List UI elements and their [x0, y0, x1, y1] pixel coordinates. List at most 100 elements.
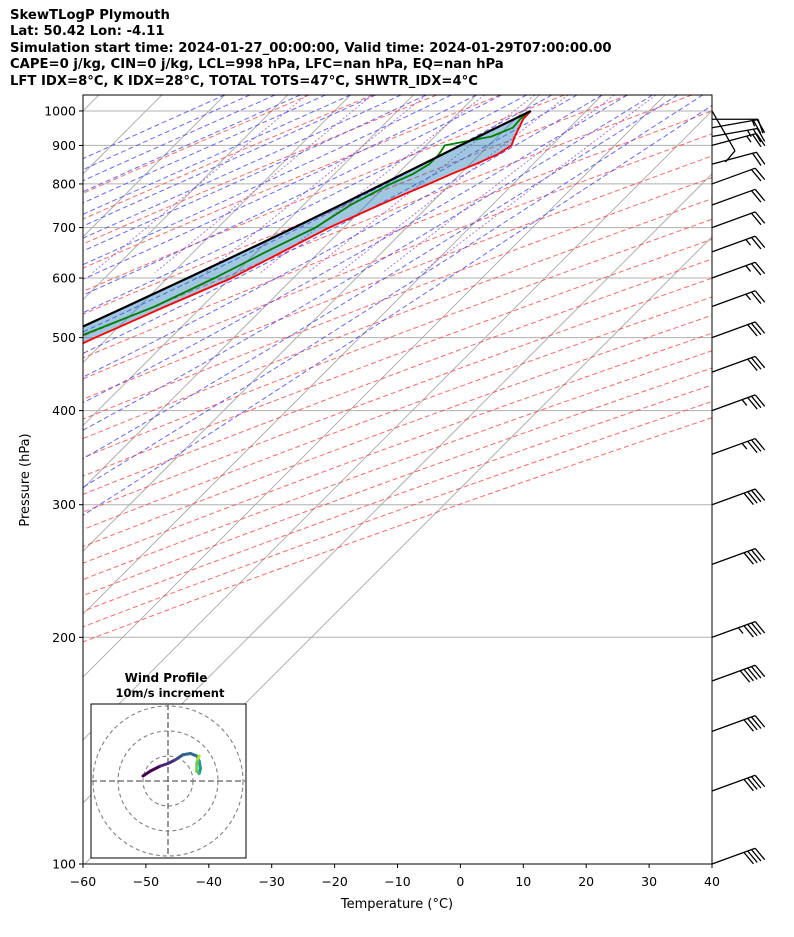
wind-barb	[711, 394, 766, 412]
isotherm	[83, 95, 666, 678]
dry-adiabat	[83, 133, 712, 380]
wind-barb	[711, 167, 766, 185]
isotherm	[83, 95, 226, 238]
isotherm	[83, 95, 289, 301]
hodograph-segment	[196, 754, 201, 760]
location-line: Lat: 50.42 Lon: -4.11	[10, 24, 165, 40]
moist-adiabat	[83, 95, 502, 296]
moist-adiabat	[83, 95, 251, 171]
wind-barb	[711, 261, 766, 279]
dry-adiabat	[83, 400, 712, 628]
inset-subtitle: 10m/s increment	[116, 686, 225, 700]
dry-adiabat	[83, 218, 712, 459]
x-tick-label: 10	[515, 874, 531, 889]
hodograph-segment	[149, 764, 162, 773]
wind-barb	[711, 188, 766, 206]
wind-barb	[711, 620, 766, 638]
y-tick-label: 400	[52, 403, 76, 418]
moist-adiabat	[83, 95, 376, 227]
header: SkewTLogP Plymouth Lat: 50.42 Lon: -4.11…	[10, 8, 612, 90]
y-tick-label: 800	[52, 176, 76, 191]
dewpoint-line	[83, 110, 531, 336]
dry-adiabat	[83, 177, 712, 420]
moist-adiabat	[83, 95, 527, 314]
y-tick-label: 300	[52, 497, 76, 512]
parcel-line	[83, 110, 532, 328]
hodograph-segment	[141, 769, 152, 778]
x-tick-label: 0	[456, 874, 464, 889]
cin-shading	[83, 111, 531, 344]
moist-adiabat	[83, 95, 653, 431]
moist-adiabat	[83, 104, 712, 516]
isotherm	[83, 95, 100, 112]
wind-profile-inset: Wind Profile 10m/s increment	[90, 671, 247, 859]
dry-adiabat	[83, 110, 712, 359]
wind-barb	[711, 211, 766, 229]
x-tick-label: −30	[259, 874, 285, 889]
mixing-ratio-line	[421, 95, 657, 273]
x-axis-label: Temperature (°C)	[340, 897, 453, 912]
y-tick-label: 1000	[44, 103, 76, 118]
moist-adiabat	[83, 95, 226, 160]
mixing-ratio-line	[205, 95, 427, 273]
wind-barb	[711, 132, 766, 148]
wind-barb	[711, 715, 766, 733]
moist-adiabat	[83, 95, 301, 193]
chart-title: SkewTLogP Plymouth	[10, 8, 170, 23]
moist-adiabat	[83, 95, 678, 460]
y-tick-label: 100	[52, 857, 76, 872]
y-tick-label: 200	[52, 630, 76, 645]
dry-adiabat	[83, 95, 629, 315]
dry-adiabat	[83, 95, 374, 220]
times-line: Simulation start time: 2024-01-27_00:00:…	[10, 40, 612, 56]
x-tick-label: 20	[578, 874, 594, 889]
x-tick-label: 30	[641, 874, 657, 889]
y-axis-label: Pressure (hPa)	[18, 433, 33, 526]
moist-adiabat	[83, 95, 578, 354]
mixing-ratio-line	[154, 95, 373, 273]
isotherm	[83, 95, 477, 490]
moist-adiabat	[83, 95, 326, 204]
wind-barb	[711, 774, 766, 792]
wind-barb	[711, 664, 766, 683]
indices-line-2: LFT IDX=8°C, K IDX=28°C, TOTAL TOTS=47°C…	[10, 73, 478, 89]
dry-adiabat	[83, 198, 712, 440]
wind-barb	[711, 488, 766, 506]
wind-barb	[711, 547, 766, 565]
y-tick-label: 600	[52, 271, 76, 286]
wind-barb	[711, 847, 766, 865]
isotherm	[83, 95, 540, 552]
y-tick-label: 700	[52, 220, 76, 235]
inset-title: Wind Profile	[125, 671, 208, 685]
dry-adiabat	[83, 95, 565, 293]
wind-barb	[711, 355, 766, 373]
moist-adiabat	[83, 95, 402, 239]
moist-adiabat	[83, 95, 452, 266]
dry-adiabat	[83, 332, 712, 564]
x-tick-label: −60	[70, 874, 96, 889]
moist-adiabat	[83, 95, 351, 215]
x-tick-label: −20	[321, 874, 347, 889]
wind-barb	[711, 290, 766, 308]
x-tick-label: −40	[196, 874, 222, 889]
dry-adiabat	[83, 95, 501, 269]
indices-line-1: CAPE=0 j/kg, CIN=0 j/kg, LCL=998 hPa, LF…	[10, 57, 504, 73]
hodograph-segment	[174, 753, 185, 762]
moist-adiabat	[83, 95, 704, 488]
dry-adiabat	[83, 277, 712, 513]
moist-adiabat	[83, 95, 276, 182]
dry-adiabat	[83, 155, 712, 400]
wind-barb	[711, 235, 766, 253]
isotherm	[83, 95, 603, 615]
wind-barb	[711, 437, 766, 455]
moist-adiabat	[83, 95, 477, 280]
dry-adiabat	[83, 95, 692, 337]
isotherm	[83, 95, 351, 364]
isotherm	[83, 110, 712, 741]
wind-barb	[711, 151, 766, 166]
y-tick-label: 500	[52, 330, 76, 345]
x-tick-label: −50	[133, 874, 159, 889]
moist-adiabat	[83, 95, 603, 378]
moist-adiabat	[83, 95, 628, 404]
